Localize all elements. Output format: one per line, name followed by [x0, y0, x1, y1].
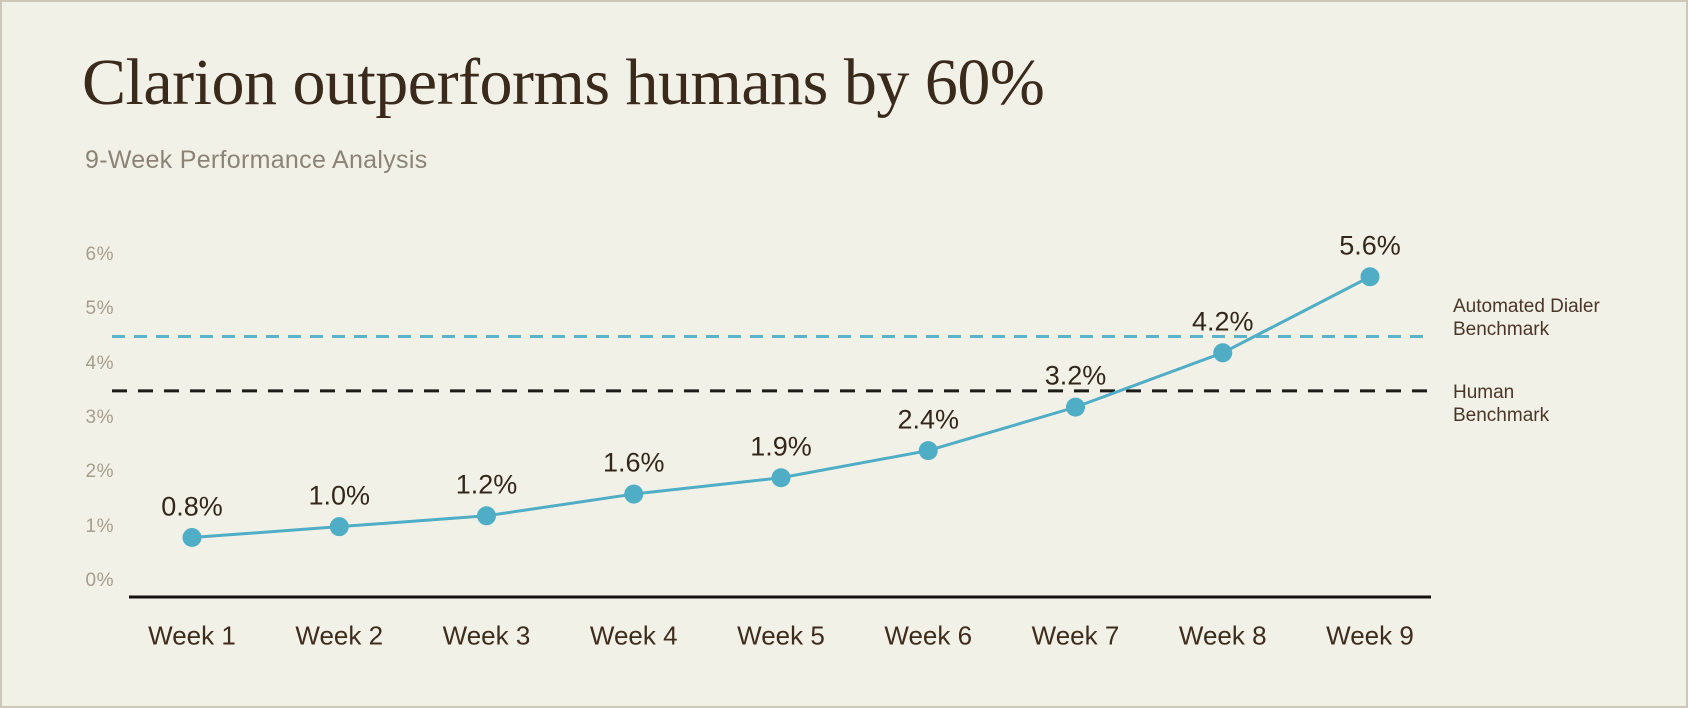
y-tick-label: 6%: [85, 244, 114, 265]
x-tick-label: Week 5: [737, 620, 825, 651]
data-point-label: 1.0%: [308, 480, 371, 511]
data-point-label: 1.6%: [602, 447, 665, 478]
data-point: [477, 506, 496, 526]
data-point-label: 4.2%: [1191, 306, 1254, 337]
x-tick-label: Week 6: [884, 620, 973, 651]
x-tick-label: Week 3: [442, 620, 531, 651]
data-point-label: 5.6%: [1339, 230, 1401, 261]
y-tick-label: 0%: [85, 570, 114, 591]
y-tick-label: 2%: [85, 461, 114, 483]
x-tick-label: Week 1: [148, 620, 236, 651]
data-point-label: 1.9%: [750, 431, 812, 462]
y-tick-label: 1%: [85, 515, 114, 537]
benchmark-label-automated-dialer: Automated Dialer Benchmark: [1453, 295, 1600, 340]
y-tick-label: 5%: [85, 298, 114, 320]
data-point: [624, 484, 644, 504]
data-point-label: 0.8%: [161, 491, 223, 522]
data-point: [1213, 343, 1233, 363]
y-tick-label: 4%: [85, 352, 114, 374]
data-point: [918, 441, 938, 461]
data-point: [329, 517, 349, 537]
data-point-label: 3.2%: [1044, 360, 1107, 391]
data-point-label: 2.4%: [897, 404, 960, 435]
page-title: Clarion outperforms humans by 60%: [82, 46, 1045, 119]
benchmark-label-human: Human Benchmark: [1453, 381, 1550, 426]
y-tick-label: 3%: [85, 407, 114, 428]
x-tick-label: Week 4: [589, 620, 678, 651]
data-point: [1360, 267, 1380, 287]
data-point: [771, 468, 791, 488]
x-tick-label: Week 9: [1326, 620, 1414, 651]
x-tick-label: Week 2: [295, 620, 384, 651]
x-tick-label: Week 7: [1031, 620, 1120, 651]
data-point-label: 1.2%: [455, 469, 518, 500]
x-tick-label: Week 8: [1178, 620, 1267, 651]
page-subtitle: 9-Week Performance Analysis: [85, 146, 428, 174]
data-point: [182, 528, 202, 548]
data-point: [1066, 397, 1085, 417]
